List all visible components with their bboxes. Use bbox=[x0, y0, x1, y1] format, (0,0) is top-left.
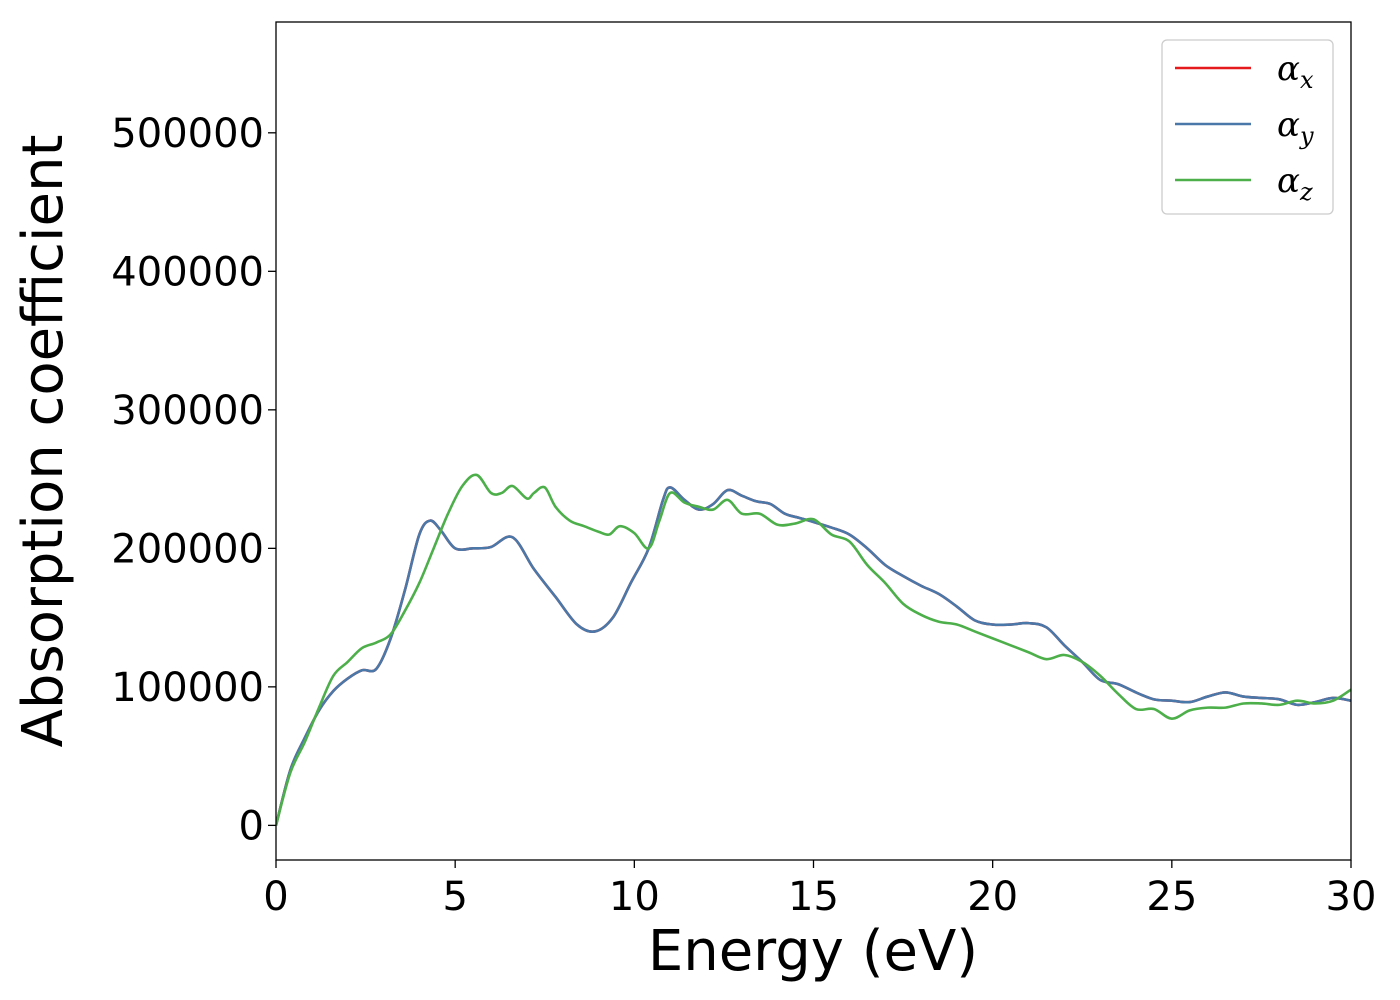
x-axis-ticks: 0 5 10 15 20 25 30 bbox=[263, 860, 1376, 920]
series-line-z bbox=[276, 473, 1351, 826]
legend-symbol: α bbox=[1277, 161, 1300, 201]
legend-frame bbox=[1161, 39, 1334, 215]
series-line-y bbox=[276, 486, 1351, 826]
x-tick-label: 10 bbox=[609, 874, 660, 920]
series-layer bbox=[276, 473, 1351, 826]
y-tick-label: 0 bbox=[239, 803, 264, 849]
legend-label-z: αz bbox=[1277, 161, 1313, 206]
legend-symbol: α bbox=[1277, 105, 1300, 145]
y-tick-label: 500000 bbox=[111, 111, 264, 157]
legend-label-y: αy bbox=[1277, 105, 1314, 150]
legend-label-x: αx bbox=[1277, 49, 1314, 94]
y-axis-ticks: 0 100000 200000 300000 400000 500000 bbox=[111, 111, 276, 849]
y-tick-label: 200000 bbox=[111, 526, 264, 572]
x-tick-label: 25 bbox=[1146, 874, 1197, 920]
x-axis-label: Energy (eV) bbox=[648, 919, 978, 984]
y-tick-label: 100000 bbox=[111, 665, 264, 711]
x-tick-label: 30 bbox=[1326, 874, 1377, 920]
legend-subscript: z bbox=[1299, 178, 1313, 206]
x-tick-label: 20 bbox=[967, 874, 1018, 920]
y-tick-label: 300000 bbox=[111, 388, 264, 434]
legend-subscript: y bbox=[1299, 122, 1314, 150]
x-tick-label: 15 bbox=[788, 874, 839, 920]
legend-symbol: α bbox=[1277, 49, 1300, 89]
y-tick-label: 400000 bbox=[111, 249, 264, 295]
x-tick-label: 5 bbox=[442, 874, 467, 920]
y-axis-label: Absorption coefficient bbox=[11, 135, 76, 748]
legend-subscript: x bbox=[1300, 66, 1314, 94]
x-tick-label: 0 bbox=[263, 874, 288, 920]
